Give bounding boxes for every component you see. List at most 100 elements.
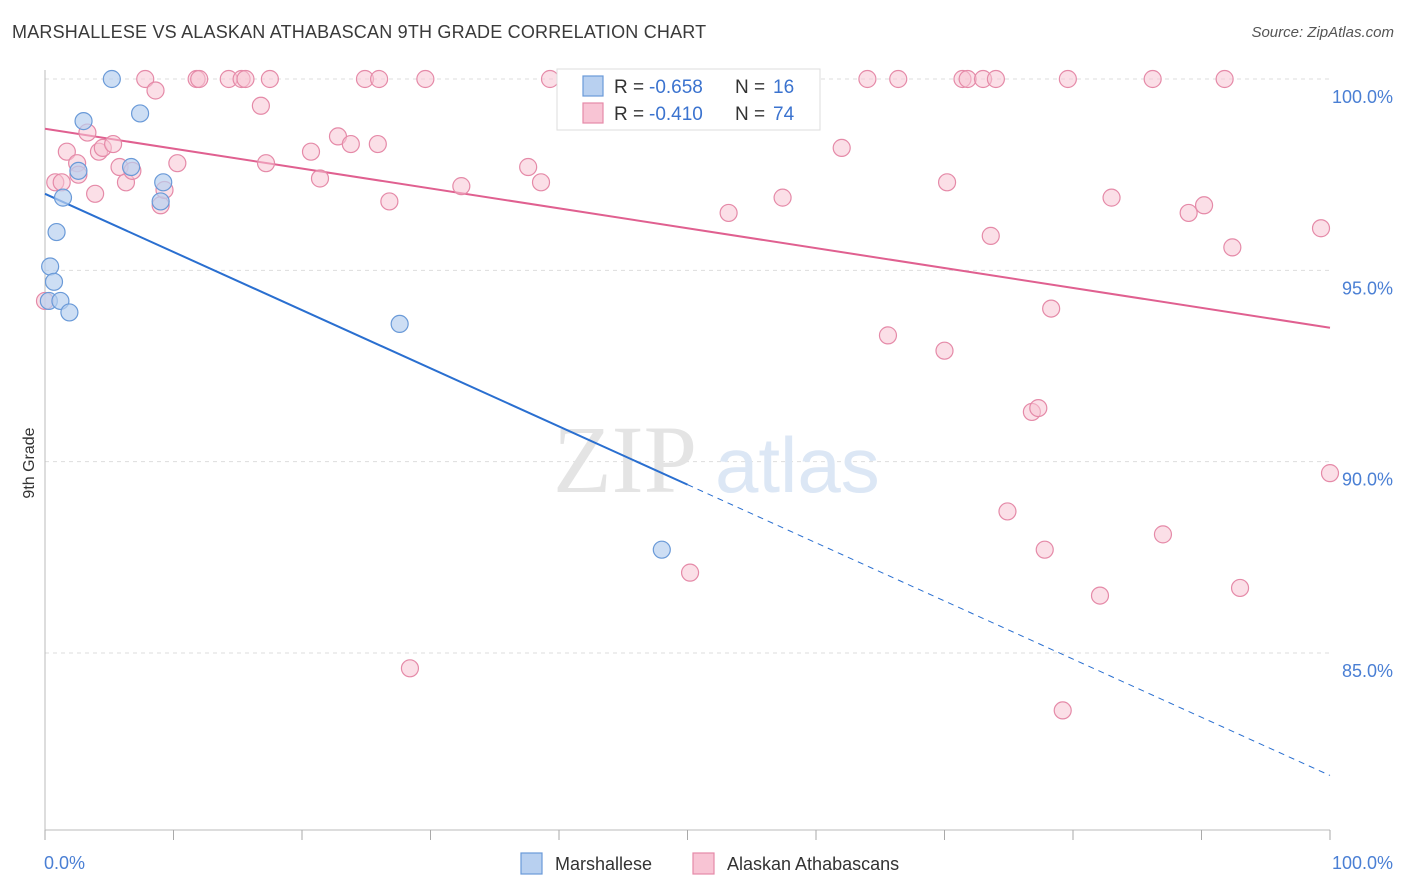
alaskan-athabascans-point <box>104 134 123 154</box>
alaskan-athabascans-point <box>958 69 977 89</box>
alaskan-athabascans-point <box>416 69 435 89</box>
alaskan-athabascans-point <box>370 69 389 89</box>
chart-title: MARSHALLESE VS ALASKAN ATHABASCAN 9TH GR… <box>12 22 707 42</box>
alaskan-athabascans-point <box>1035 540 1054 559</box>
y-tick-label: 95.0% <box>1342 278 1393 298</box>
stats-legend: R = -0.658 N = 16 R = -0.410 N = 74 <box>556 68 821 131</box>
alaskan-athabascans-point <box>251 96 270 115</box>
legend-r-label: R = <box>614 77 644 98</box>
y-tick-label: 100.0% <box>1332 87 1393 107</box>
legend-n-value: 74 <box>773 104 795 125</box>
legend-r-value: -0.658 <box>649 77 703 98</box>
marshallese-point <box>154 173 173 192</box>
alaskan-athabascans-point <box>1215 69 1234 89</box>
legend-n-label: N = <box>735 104 765 125</box>
alaskan-athabascans-point <box>57 142 76 161</box>
alaskan-athabascans-point <box>1042 299 1061 318</box>
alaskan-athabascans-point <box>260 69 279 89</box>
watermark-atlas: atlas <box>715 421 880 509</box>
alaskan-athabascans-point <box>168 154 187 173</box>
alaskan-athabascans-point <box>52 173 71 192</box>
alaskan-athabascans-point <box>1320 464 1340 483</box>
alaskan-athabascans-point <box>935 341 954 360</box>
alaskan-athabascans-point <box>1090 586 1110 605</box>
axes <box>44 70 1331 840</box>
marshallese-point <box>47 222 66 242</box>
alaskan-athabascans-point <box>1153 525 1173 544</box>
alaskan-athabascans-point <box>531 173 551 192</box>
series-legend: Marshallese Alaskan Athabascans <box>520 852 899 875</box>
marshallese-point <box>41 257 60 276</box>
alaskan-athabascans-point <box>937 173 957 192</box>
legend-swatch-marshallese <box>520 852 543 875</box>
alaskan-athabascans-point <box>1102 188 1121 207</box>
y-axis-title: 9th Grade <box>21 427 38 498</box>
alaskan-athabascans-point <box>146 81 165 100</box>
alaskan-athabascans-point <box>1194 196 1214 215</box>
x-tick-label: 100.0% <box>1332 853 1393 873</box>
alaskan-athabascans-point <box>719 203 738 223</box>
marshallese-point <box>102 69 121 89</box>
alaskan-athabascans-point <box>986 69 1006 89</box>
marshallese-point <box>121 157 141 177</box>
alaskan-athabascans-trend-line <box>44 127 1331 329</box>
alaskan-athabascans-point <box>540 69 560 89</box>
alaskan-athabascans-point <box>878 326 898 345</box>
legend-swatch-alaskan-athabascans <box>692 852 715 875</box>
legend-label-alaskan-athabascans: Alaskan Athabascans <box>727 854 899 874</box>
marshallese-trend-line <box>44 192 688 486</box>
alaskan-athabascans-point <box>981 226 1000 245</box>
alaskan-athabascans-point <box>1143 69 1162 89</box>
alaskan-athabascans-point <box>1223 238 1242 257</box>
alaskan-athabascans-point <box>452 177 471 196</box>
y-tick-label: 90.0% <box>1342 470 1393 490</box>
legend-label-marshallese: Marshallese <box>555 854 652 874</box>
marshallese-point <box>151 192 170 211</box>
alaskan-athabascans-point <box>1053 701 1072 720</box>
watermark-zip: ZIP <box>553 406 697 513</box>
legend-swatch <box>582 75 604 97</box>
alaskan-athabascans-point <box>680 563 700 582</box>
alaskan-athabascans-point <box>86 184 105 203</box>
legend-r-label: R = <box>614 104 644 125</box>
data-points <box>35 69 1340 720</box>
alaskan-athabascans-point <box>1179 203 1198 223</box>
y-tick-label: 85.0% <box>1342 661 1393 681</box>
marshallese-point <box>69 161 88 180</box>
alaskan-athabascans-point <box>400 659 420 678</box>
alaskan-athabascans-point <box>1311 219 1331 238</box>
alaskan-athabascans-point <box>773 188 792 207</box>
alaskan-athabascans-point <box>301 142 321 161</box>
alaskan-athabascans-point <box>889 69 908 89</box>
alaskan-athabascans-point <box>368 134 387 154</box>
legend-swatch <box>582 102 604 124</box>
marshallese-point <box>652 540 671 559</box>
alaskan-athabascans-point <box>256 154 276 173</box>
legend-r-value: -0.410 <box>649 104 703 125</box>
marshallese-point <box>74 111 93 131</box>
alaskan-athabascans-point <box>236 69 255 89</box>
watermark: ZIP atlas <box>553 406 880 513</box>
alaskan-athabascans-point <box>1029 398 1048 418</box>
marshallese-point <box>130 104 150 123</box>
marshallese-trend-extension <box>687 484 1331 776</box>
alaskan-athabascans-point <box>341 134 360 154</box>
tick-labels: 100.0% 95.0% 90.0% 85.0% 0.0% 100.0% <box>44 87 1393 873</box>
marshallese-point <box>53 188 73 207</box>
alaskan-athabascans-point <box>1230 578 1250 598</box>
legend-n-label: N = <box>735 77 765 98</box>
x-tick-label: 0.0% <box>44 853 85 873</box>
alaskan-athabascans-point <box>519 157 538 177</box>
alaskan-athabascans-point <box>380 192 399 211</box>
alaskan-athabascans-point <box>858 69 877 89</box>
marshallese-point <box>390 314 409 334</box>
legend-n-value: 16 <box>773 77 794 98</box>
alaskan-athabascans-point <box>310 169 330 188</box>
marshallese-point <box>44 272 64 291</box>
alaskan-athabascans-point <box>190 69 209 89</box>
alaskan-athabascans-point <box>832 138 851 157</box>
chart-source: Source: ZipAtlas.com <box>1251 24 1394 41</box>
marshallese-point <box>60 303 79 322</box>
alaskan-athabascans-point <box>1058 69 1077 89</box>
